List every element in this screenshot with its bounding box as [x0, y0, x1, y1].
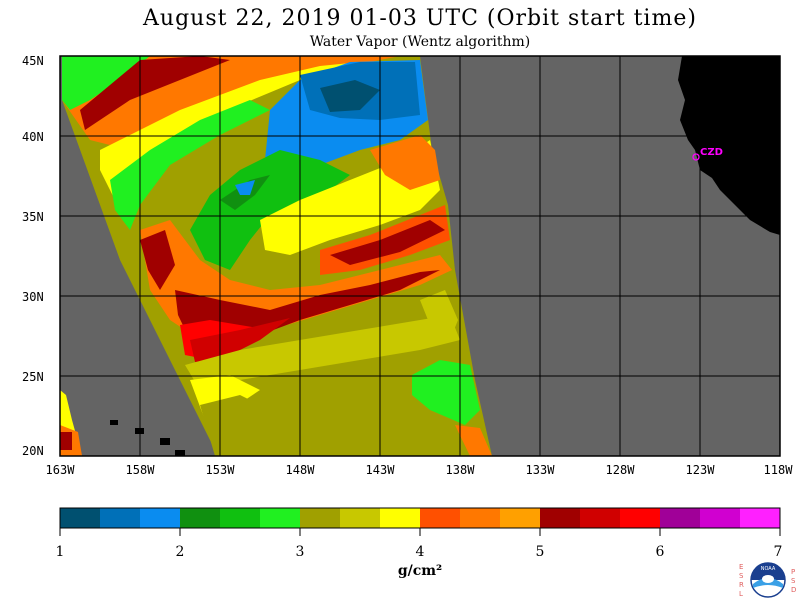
- svg-text:R: R: [739, 581, 744, 589]
- swath-band: [235, 180, 255, 195]
- svg-text:L: L: [739, 590, 743, 598]
- svg-text:S: S: [739, 572, 744, 580]
- x-tick-label: 138W: [446, 463, 476, 477]
- x-axis-labels: 163W 158W 153W 148W 143W 138W 133W 128W …: [46, 463, 794, 477]
- swath-band: [370, 135, 440, 190]
- logo-side-right: P: [791, 568, 795, 576]
- x-tick-label: 148W: [286, 463, 316, 477]
- colorbar-segment: [140, 508, 181, 528]
- colorbar-segment: [660, 508, 701, 528]
- noaa-logo-icon: E S R L P S D NOAA: [739, 562, 796, 598]
- swath-band: [420, 290, 458, 340]
- logo-center: NOAA: [761, 566, 776, 572]
- swath-band: [330, 220, 445, 265]
- x-tick-label: 123W: [686, 463, 716, 477]
- colorbar-segment: [540, 508, 581, 528]
- swath-band: [62, 56, 150, 110]
- colorbar-segment: [380, 508, 421, 528]
- colorbar-segment: [60, 508, 101, 528]
- colorbar-segment: [740, 508, 781, 528]
- map-title: August 22, 2019 01-03 UTC (Orbit start t…: [143, 6, 697, 31]
- swath-band: [80, 56, 230, 130]
- colorbar-segment: [700, 508, 741, 528]
- y-axis-labels: 45N 40N 35N 30N 25N 20N: [22, 54, 44, 458]
- x-tick-label: 143W: [366, 463, 396, 477]
- colorbar-segment: [300, 508, 341, 528]
- colorbar-segment: [420, 508, 461, 528]
- swath-band: [200, 395, 270, 456]
- colorbar-segment: [340, 508, 381, 528]
- colorbar: [60, 508, 781, 528]
- swath-band: [60, 432, 72, 450]
- y-tick-label: 30N: [22, 290, 44, 304]
- colorbar-tick-label: 1: [56, 544, 65, 560]
- swath-band: [190, 318, 290, 362]
- hawaii-island: [110, 420, 118, 425]
- x-tick-label: 158W: [126, 463, 156, 477]
- x-tick-label: 118W: [764, 463, 794, 477]
- y-tick-label: 35N: [22, 210, 44, 224]
- station-marker-icon: [692, 153, 700, 161]
- lat-lon-grid: [60, 56, 780, 456]
- swath-band: [140, 230, 175, 290]
- colorbar-tick-label: 3: [296, 544, 305, 560]
- colorbar-segment: [460, 508, 501, 528]
- colorbar-tick-label: 5: [536, 544, 545, 560]
- x-tick-label: 133W: [526, 463, 556, 477]
- colorbar-segment: [500, 508, 541, 528]
- y-tick-label: 20N: [22, 444, 44, 458]
- hawaii-island: [175, 450, 185, 456]
- svg-text:S: S: [791, 577, 796, 585]
- y-tick-label: 45N: [22, 54, 44, 68]
- colorbar-segment: [580, 508, 621, 528]
- swath-band: [185, 315, 460, 390]
- svg-text:D: D: [791, 586, 796, 594]
- y-tick-label: 25N: [22, 370, 44, 384]
- colorbar-segment: [180, 508, 221, 528]
- station-label: CZD: [700, 147, 723, 158]
- x-tick-label: 163W: [46, 463, 76, 477]
- colorbar-tick-label: 2: [176, 544, 185, 560]
- swath-band: [455, 425, 492, 456]
- colorbar-segment: [620, 508, 661, 528]
- x-tick-label: 153W: [206, 463, 236, 477]
- colorbar-ticks: [59, 528, 781, 536]
- colorbar-tick-label: 6: [656, 544, 665, 560]
- colorbar-labels: 1 2 3 4 5 6 7: [56, 544, 783, 560]
- swath-band: [190, 150, 350, 270]
- map-subtitle: Water Vapor (Wentz algorithm): [309, 34, 531, 50]
- swath-band: [110, 100, 270, 230]
- colorbar-tick-label: 7: [774, 544, 783, 560]
- y-tick-label: 40N: [22, 130, 44, 144]
- colorbar-segment: [220, 508, 261, 528]
- colorbar-tick-label: 4: [416, 544, 425, 560]
- water-vapor-swath: [60, 56, 780, 456]
- colorbar-unit: g/cm²: [397, 563, 443, 579]
- colorbar-segment: [100, 508, 141, 528]
- logo-side-left: E: [739, 563, 743, 571]
- map-frame: [59, 55, 781, 457]
- swath-band: [320, 80, 380, 112]
- colorbar-segment: [260, 508, 301, 528]
- hawaii-island: [160, 438, 170, 445]
- north-america-land: [678, 56, 780, 235]
- x-tick-label: 128W: [606, 463, 636, 477]
